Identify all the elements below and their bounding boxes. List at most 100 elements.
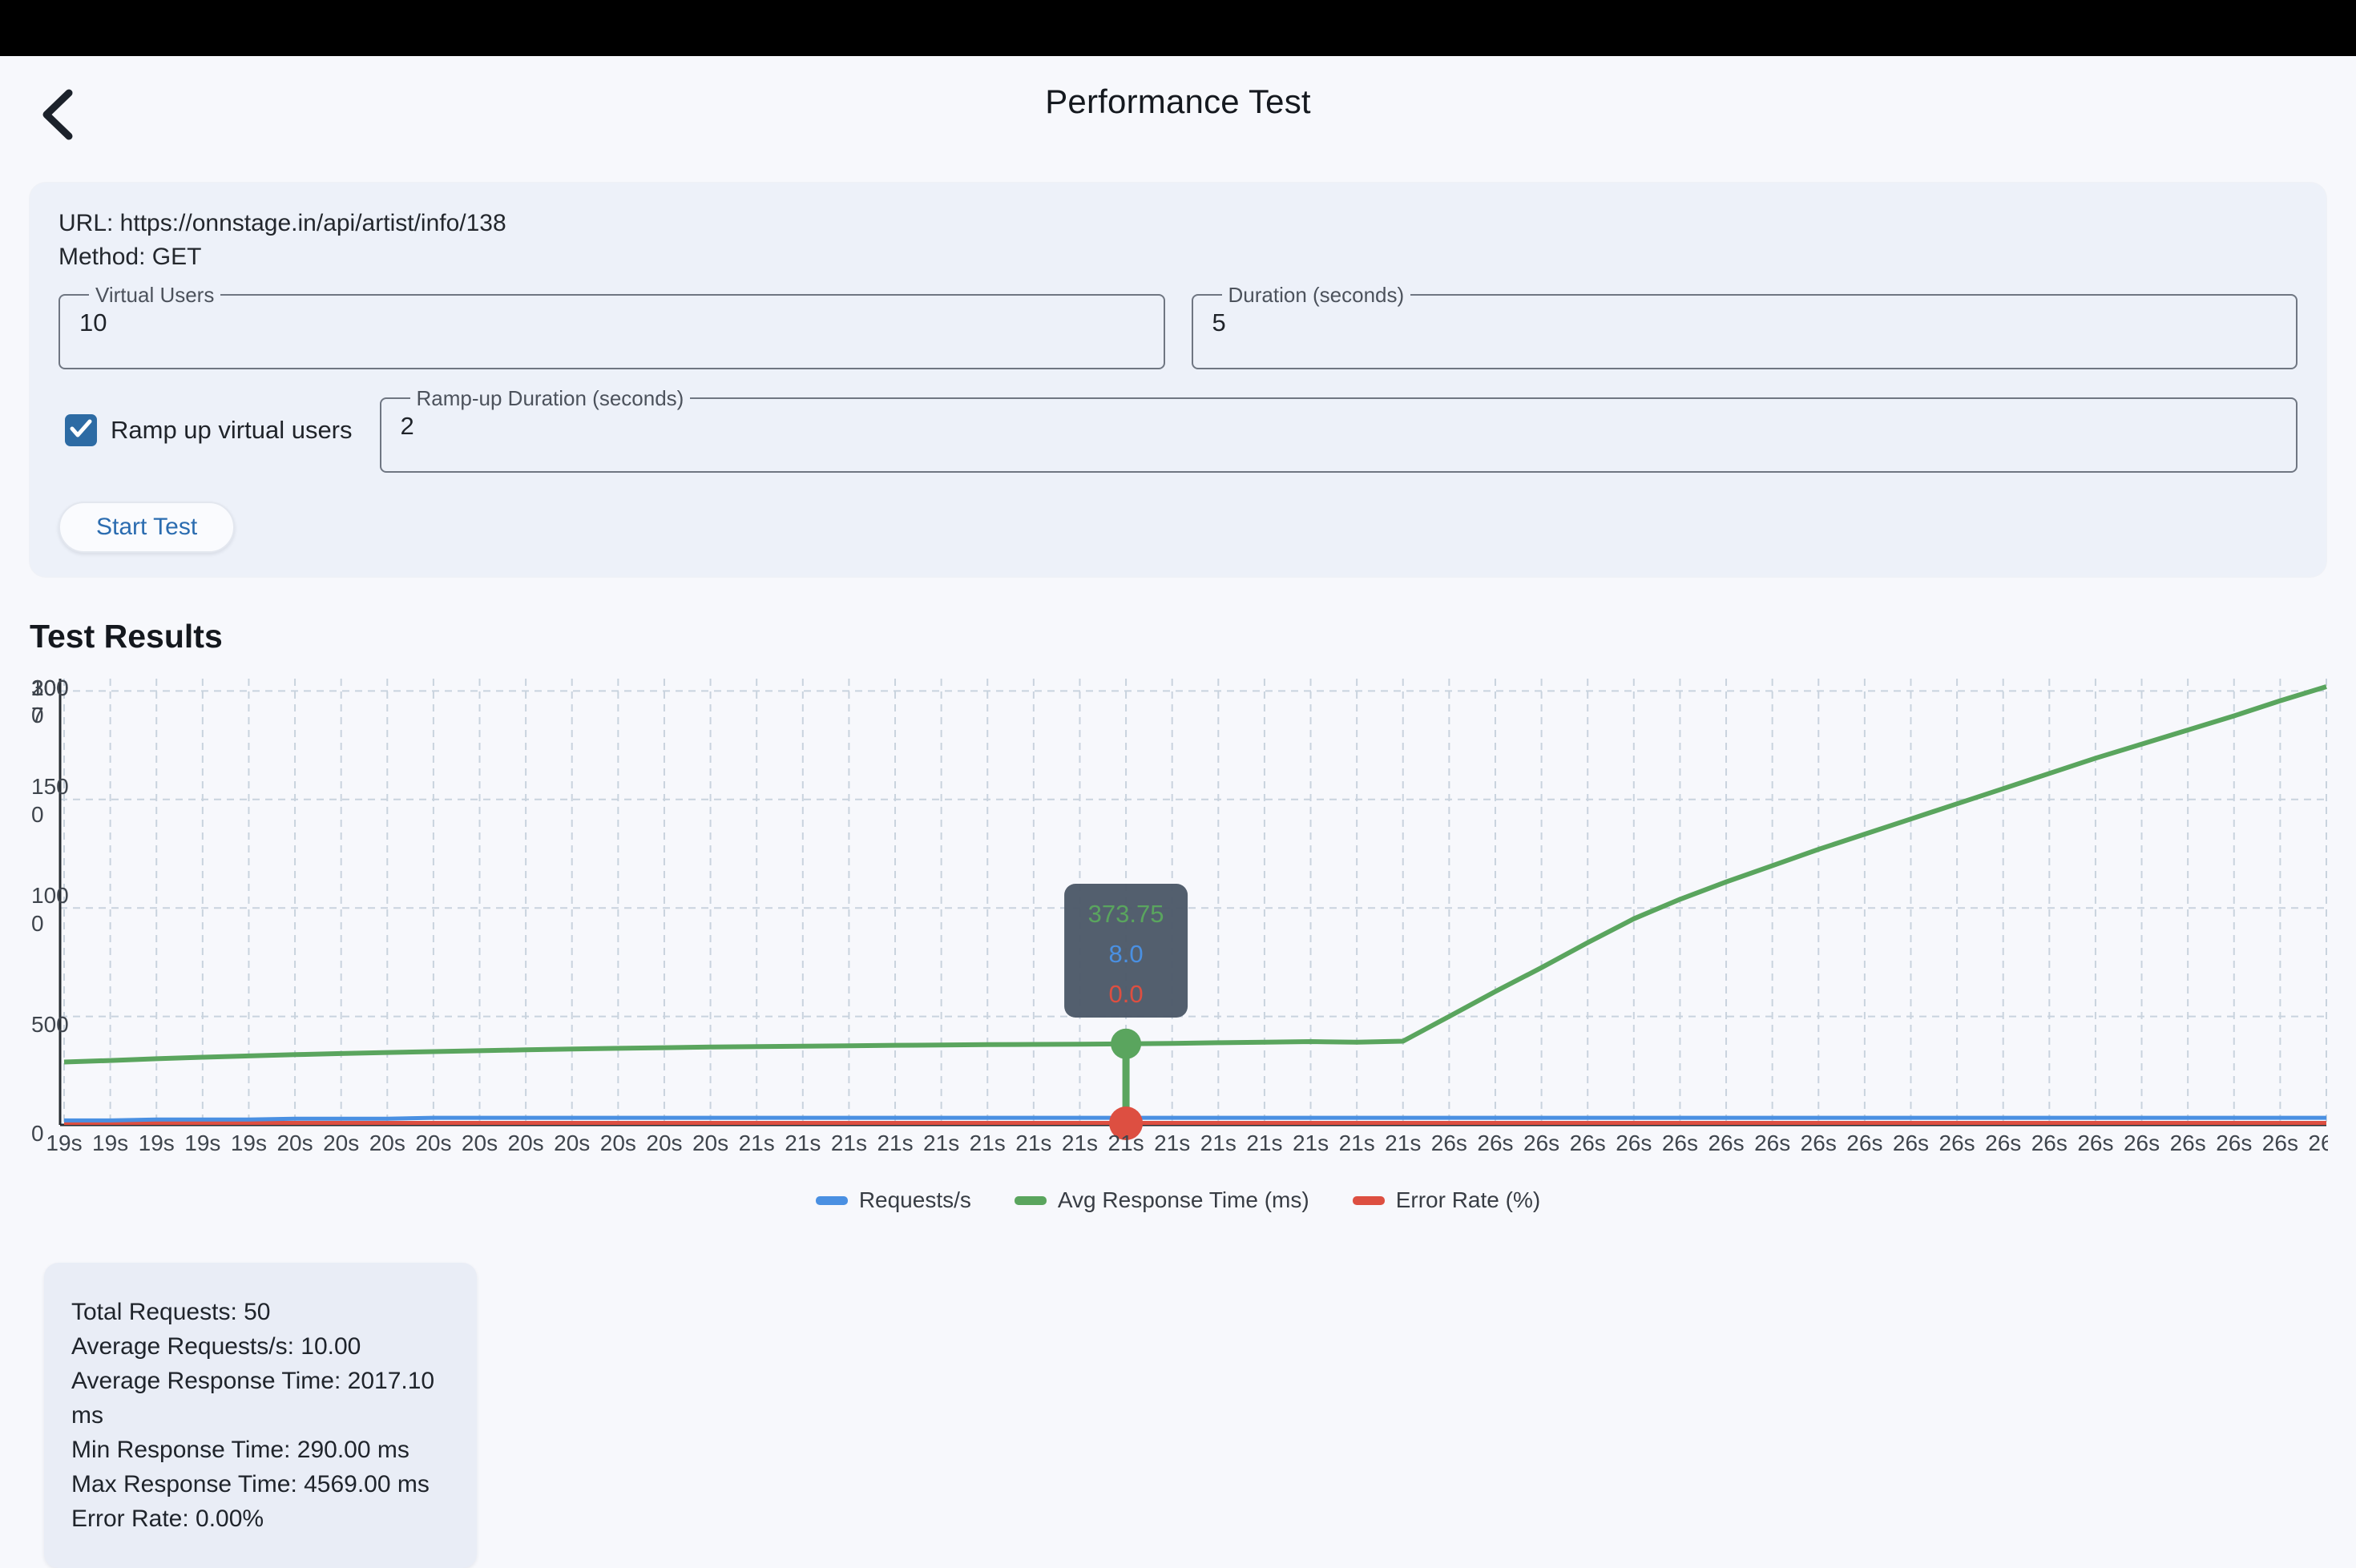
y-axis-overlap-label: 10 (31, 675, 56, 700)
legend-item-requests[interactable]: Requests/s (815, 1187, 971, 1213)
x-tick-label: 26s (2262, 1131, 2298, 1155)
virtual-users-value[interactable]: 10 (79, 308, 107, 337)
x-tick-label: 26s (1985, 1131, 2021, 1155)
x-tick-label: 20s (692, 1131, 728, 1155)
error-point-marker (1109, 1106, 1144, 1140)
fields-row-2: Ramp up virtual users Ramp-up Duration (… (58, 388, 2298, 473)
duration-value[interactable]: 5 (1212, 308, 1226, 337)
results-chart-container[interactable]: 373.75 8.0 0.0 0 500 100 0 150 0 200 0 300 10 7 19s 19s… (30, 670, 2345, 1160)
top-black-bar (0, 0, 2356, 56)
x-tick-label: 21s (1385, 1131, 1421, 1155)
x-tick-label: 26s (1477, 1131, 1513, 1155)
requests-line (64, 1115, 2326, 1123)
x-tick-label: 26s (1570, 1131, 1606, 1155)
x-tick-label: 19s (184, 1131, 220, 1155)
x-tick-label: 26s (1893, 1131, 1929, 1155)
x-tick-label: 21s (923, 1131, 959, 1155)
avg-requests-line: Average Requests/s: 10.00 (71, 1333, 361, 1360)
x-tick-label: 21s (1062, 1131, 1098, 1155)
test-config-panel: URL: https://onnstage.in/api/artist/info… (30, 183, 2326, 577)
response-time-legend-label: Avg Response Time (ms) (1057, 1187, 1309, 1212)
response-point-marker (1111, 1028, 1142, 1059)
fields-row-1: Virtual Users 10 Duration (seconds) 5 (58, 284, 2298, 369)
x-tick-label: 19s (92, 1131, 128, 1155)
x-tick-label: 26s (2308, 1131, 2328, 1155)
x-tick-label: 21s (739, 1131, 775, 1155)
results-summary-card: Total Requests: 50 Average Requests/s: 1… (44, 1263, 477, 1568)
x-tick-label: 20s (600, 1131, 636, 1155)
y-tick-label: 500 (31, 1012, 69, 1037)
x-tick-label: 21s (1293, 1131, 1329, 1155)
x-tick-label: 20s (415, 1131, 451, 1155)
y-tick-label: 100 0 (31, 883, 69, 936)
virtual-users-label: Virtual Users (95, 283, 215, 307)
y-axis-overlap-label: 7 (31, 703, 44, 728)
tooltip-value: 8.0 (1109, 940, 1144, 968)
duration-field[interactable]: Duration (seconds) 5 (1191, 283, 2298, 369)
ramp-up-checkbox-label: Ramp up virtual users (111, 416, 353, 444)
error-rate-line: Error Rate: 0.00% (71, 1506, 264, 1532)
x-tick-label: 26s (2124, 1131, 2160, 1155)
total-requests-line: Total Requests: 50 (71, 1299, 271, 1325)
ramp-up-checkbox[interactable] (65, 414, 97, 446)
x-tick-label: 21s (831, 1131, 867, 1155)
method-text: Method: GET (58, 244, 202, 270)
chart-tooltip (1064, 884, 1188, 1018)
page-title: Performance Test (1045, 83, 1311, 120)
results-heading: Test Results (30, 618, 223, 655)
x-tick-label: 20s (369, 1131, 405, 1155)
legend-item-response-time[interactable]: Avg Response Time (ms) (1014, 1187, 1309, 1213)
virtual-users-field[interactable]: Virtual Users 10 (58, 284, 1165, 369)
x-tick-label: 21s (1339, 1131, 1375, 1155)
x-tick-label: 26s (2170, 1131, 2206, 1155)
duration-label: Duration (seconds) (1228, 283, 1405, 307)
ramp-duration-label: Ramp-up Duration (seconds) (416, 386, 684, 410)
x-tick-label: 20s (554, 1131, 590, 1155)
max-response-time-line: Max Response Time: 4569.00 ms (71, 1471, 430, 1497)
ramp-duration-field[interactable]: Ramp-up Duration (seconds) 2 (379, 386, 2298, 473)
x-tick-label: 21s (1015, 1131, 1051, 1155)
x-tick-label: 21s (1246, 1131, 1282, 1155)
x-tick-label: 26s (1708, 1131, 1744, 1155)
legend-item-error-rate[interactable]: Error Rate (%) (1352, 1187, 1541, 1213)
x-tick-label: 26s (2031, 1131, 2068, 1155)
x-tick-label: 20s (646, 1131, 682, 1155)
page-header: Performance Test (0, 56, 2356, 183)
response-time-legend-swatch (1014, 1195, 1047, 1205)
chevron-left-icon (40, 89, 75, 143)
x-tick-label: 21s (877, 1131, 913, 1155)
requests-legend-swatch (815, 1195, 848, 1205)
x-tick-label: 20s (323, 1131, 359, 1155)
min-response-time-line: Min Response Time: 290.00 ms (71, 1437, 409, 1463)
x-tick-label: 19s (139, 1131, 175, 1155)
ramp-duration-value[interactable]: 2 (400, 412, 414, 440)
x-tick-label: 26s (1939, 1131, 1975, 1155)
x-tick-label: 26s (1754, 1131, 1790, 1155)
x-tick-label: 21s (1200, 1131, 1236, 1155)
url-text: URL: https://onnstage.in/api/artist/info… (58, 210, 506, 236)
x-tick-label: 26s (1846, 1131, 1882, 1155)
chart-legend: Requests/s Avg Response Time (ms) Error … (0, 1187, 2356, 1213)
x-tick-label: 26s (1431, 1131, 1467, 1155)
x-tick-label: 26s (1662, 1131, 1698, 1155)
start-test-button[interactable]: Start Test (58, 502, 236, 553)
tooltip-value: 0.0 (1109, 980, 1144, 1008)
avg-response-time-line: Average Response Time: 2017.10 ms (71, 1368, 435, 1429)
tooltip-value: 373.75 (1088, 900, 1164, 928)
x-tick-label: 26s (1616, 1131, 1652, 1155)
checkmark-icon (70, 419, 92, 442)
x-tick-label: 26s (2216, 1131, 2252, 1155)
y-tick-label: 150 0 (31, 774, 69, 827)
response-time-line (63, 684, 2327, 1065)
y-tick-label: 0 (31, 1121, 44, 1146)
y-axis-overlap-label: 300 (31, 675, 69, 700)
x-tick-label: 26s (1801, 1131, 1837, 1155)
x-tick-label: 21s (970, 1131, 1006, 1155)
x-tick-label: 21s (1108, 1131, 1144, 1155)
x-tick-label: 19s (231, 1131, 267, 1155)
back-button[interactable] (32, 83, 83, 147)
requests-legend-label: Requests/s (858, 1187, 971, 1212)
error-rate-legend-label: Error Rate (%) (1395, 1187, 1541, 1212)
y-tick-label: 200 0 (31, 675, 69, 728)
